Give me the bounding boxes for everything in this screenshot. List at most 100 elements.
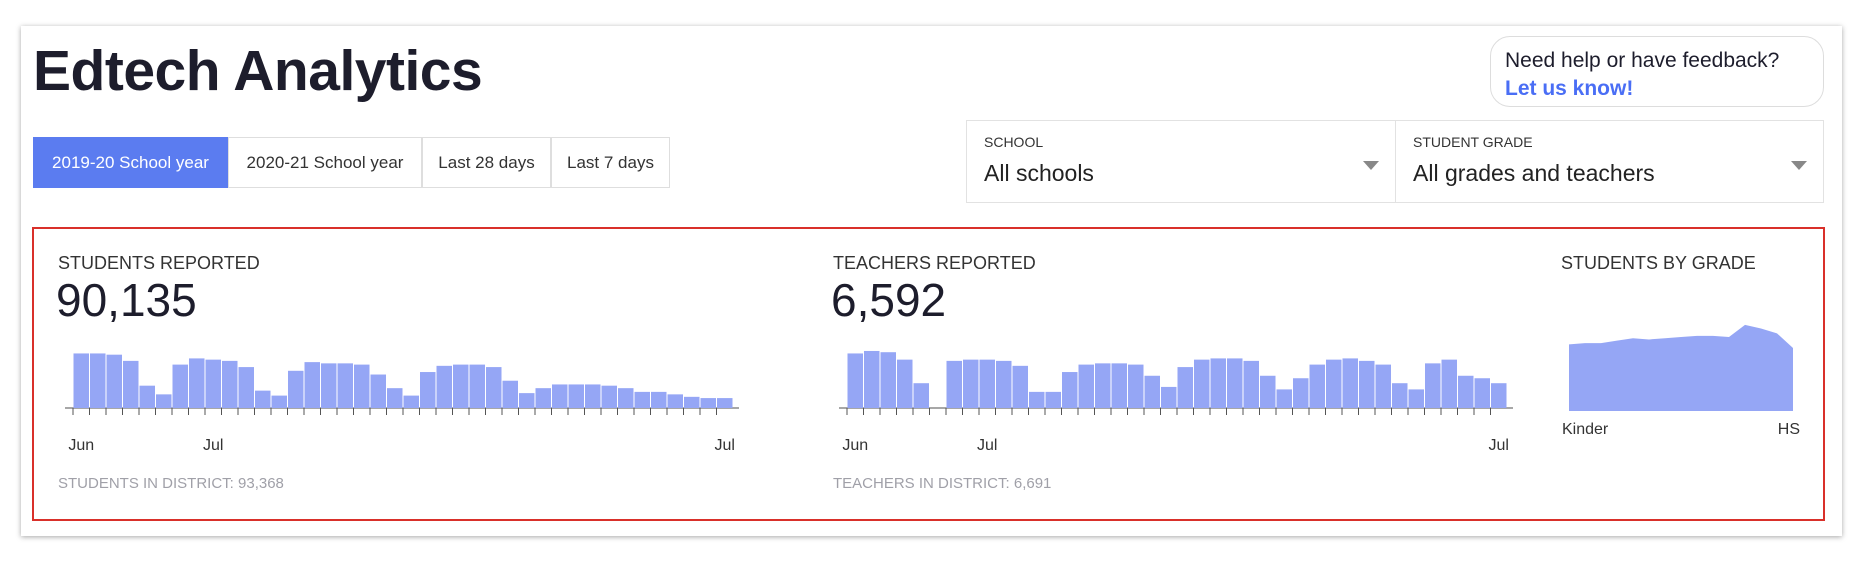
bar [1029, 391, 1045, 408]
bar [255, 390, 271, 408]
bar [1375, 364, 1391, 408]
bar [90, 353, 106, 408]
x-tick-label: Jul [715, 437, 735, 454]
bar [897, 359, 913, 408]
dropdown-value: All grades and teachers [1413, 160, 1655, 186]
stat-total: 90,135 [56, 274, 197, 326]
bar [946, 360, 962, 408]
bar [337, 363, 353, 408]
help-text: Need help or have feedback? [1505, 49, 1780, 72]
bar [1095, 363, 1111, 408]
bar [222, 360, 238, 408]
dropdown-label: STUDENT GRADE [1413, 134, 1533, 150]
x-tick-label: HS [1778, 421, 1800, 438]
bar [684, 396, 700, 408]
bar [1441, 359, 1457, 408]
bar [1392, 383, 1408, 408]
stat-footnote: TEACHERS IN DISTRICT: 6,691 [833, 475, 1051, 492]
bar [1144, 375, 1160, 408]
page-title: Edtech Analytics [33, 39, 483, 103]
bar [123, 360, 139, 408]
stat-title: STUDENTS REPORTED [58, 253, 260, 273]
bar [651, 391, 667, 408]
bar [354, 364, 370, 408]
bar [106, 354, 122, 408]
bar [1161, 386, 1177, 408]
bar [469, 364, 485, 408]
bar [1227, 358, 1243, 408]
bar [156, 394, 172, 408]
bar [139, 385, 155, 408]
bar [73, 353, 89, 408]
bar [1194, 359, 1210, 408]
stat-title: STUDENTS BY GRADE [1561, 253, 1756, 273]
bar [1177, 367, 1193, 408]
caret [1791, 161, 1807, 170]
bar [1342, 358, 1358, 408]
bar [864, 350, 880, 408]
bar [601, 385, 617, 408]
x-tick-label: Jun [68, 437, 94, 454]
bar [1491, 383, 1507, 408]
bar [963, 359, 979, 408]
bar [238, 367, 254, 408]
bar [880, 352, 896, 408]
school-dropdown[interactable]: SCHOOL All schools [966, 120, 1396, 203]
stat-total: 6,592 [831, 274, 946, 326]
bar [535, 388, 551, 408]
bar [717, 398, 733, 408]
bar [1458, 375, 1474, 408]
stat-title: TEACHERS REPORTED [833, 253, 1036, 273]
bar [996, 360, 1012, 408]
bar [403, 395, 419, 408]
x-tick-label: Jul [203, 437, 223, 454]
bar [1045, 391, 1061, 408]
bar [502, 380, 518, 408]
bar [519, 393, 535, 408]
tab[interactable]: Last 7 days [551, 137, 670, 188]
grade-dropdown[interactable]: STUDENT GRADE All grades and teachers [1395, 120, 1824, 203]
bar [1260, 375, 1276, 408]
bar [634, 391, 650, 408]
dropdown-label: SCHOOL [984, 134, 1044, 150]
bar [568, 384, 584, 408]
caret [1363, 161, 1379, 170]
tab[interactable]: 2020-21 School year [228, 137, 422, 188]
bar [1128, 364, 1144, 408]
bar [387, 388, 403, 408]
dashboard-card [21, 26, 1842, 536]
bar [618, 388, 634, 408]
help-link[interactable]: Let us know! [1505, 77, 1634, 100]
bar [486, 367, 502, 408]
bar [700, 398, 716, 408]
x-tick-label: Jul [977, 437, 997, 454]
bar [1408, 389, 1424, 408]
bar [1078, 364, 1094, 408]
bar [321, 363, 337, 408]
bar [667, 394, 683, 408]
tab[interactable]: 2019-20 School year [33, 137, 228, 188]
bar [585, 384, 601, 408]
bar [552, 384, 568, 408]
bar [420, 372, 436, 408]
area [1569, 324, 1793, 411]
bar [1111, 363, 1127, 408]
bar [1062, 372, 1078, 408]
stat-footnote: STUDENTS IN DISTRICT: 93,368 [58, 475, 284, 492]
bar [1243, 360, 1259, 408]
bar [205, 359, 221, 408]
dropdown-value: All schools [984, 160, 1094, 186]
bar [370, 374, 386, 408]
bar [453, 364, 469, 408]
tab[interactable]: Last 28 days [422, 137, 551, 188]
bar [1326, 359, 1342, 408]
bar [304, 362, 320, 408]
bar [847, 353, 863, 408]
bar [1309, 364, 1325, 408]
bar [1425, 363, 1441, 408]
bar [1474, 378, 1490, 408]
highlight-box [32, 227, 1825, 521]
bar [1276, 389, 1292, 408]
